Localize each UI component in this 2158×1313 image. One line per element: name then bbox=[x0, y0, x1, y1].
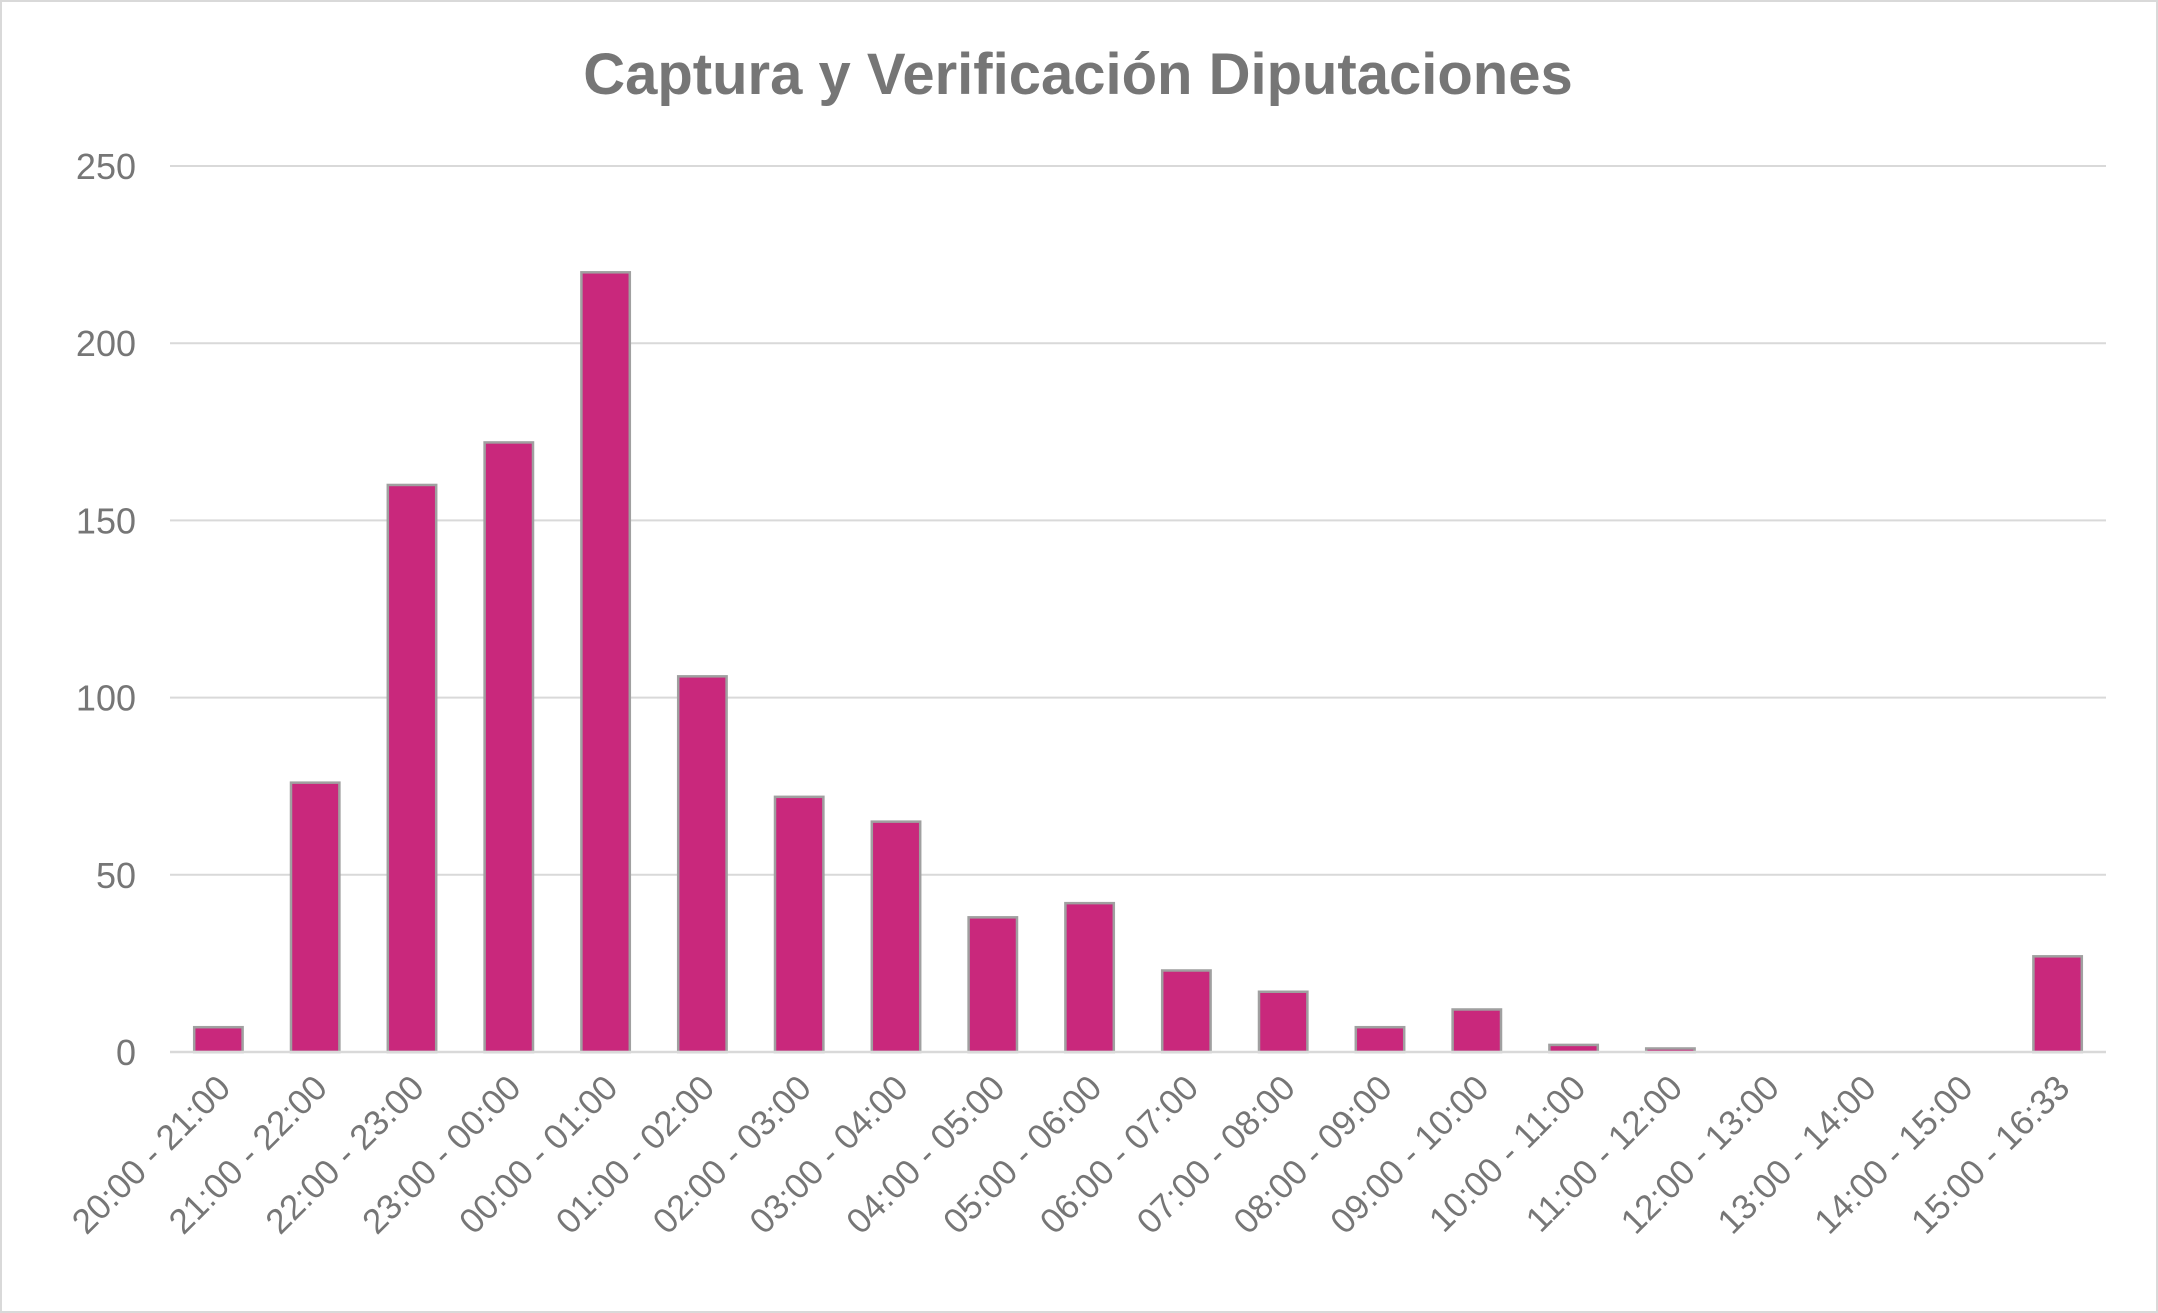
bar bbox=[580, 271, 632, 1054]
bar bbox=[967, 916, 1019, 1054]
y-tick-label: 0 bbox=[116, 1032, 136, 1073]
bar bbox=[386, 483, 438, 1054]
y-tick-label: 50 bbox=[96, 855, 136, 896]
bar bbox=[773, 795, 825, 1054]
bar bbox=[192, 1025, 244, 1054]
bar bbox=[676, 675, 728, 1054]
bar bbox=[1354, 1025, 1406, 1054]
y-axis-ticks: 0 50 100 150 200 250 bbox=[76, 146, 136, 1073]
bar bbox=[1160, 969, 1212, 1054]
bar bbox=[1451, 1008, 1503, 1054]
bar bbox=[289, 781, 341, 1054]
y-tick-label: 150 bbox=[76, 500, 136, 541]
chart-title: Captura y Verificación Diputaciones bbox=[583, 42, 1573, 107]
y-tick-label: 250 bbox=[76, 146, 136, 187]
y-tick-label: 100 bbox=[76, 678, 136, 719]
bar bbox=[2032, 955, 2084, 1054]
bar bbox=[1257, 990, 1309, 1054]
bar bbox=[870, 820, 922, 1054]
bar bbox=[1064, 901, 1116, 1054]
bar bbox=[483, 441, 535, 1054]
bars bbox=[192, 271, 2084, 1054]
y-tick-label: 200 bbox=[76, 323, 136, 364]
gridlines bbox=[170, 165, 2106, 876]
